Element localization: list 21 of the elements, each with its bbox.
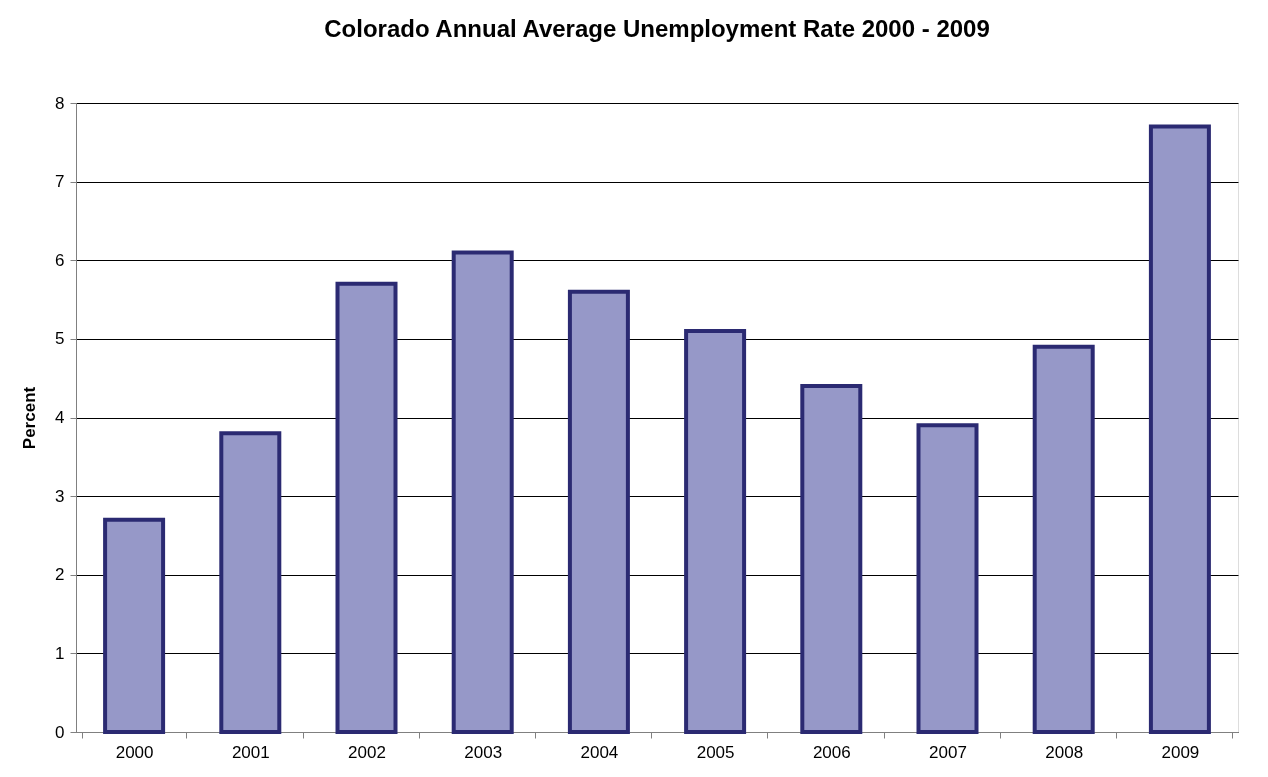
x-tick-label: 2000 xyxy=(115,742,154,762)
y-tick-label: 5 xyxy=(55,329,65,349)
x-tick-label: 2007 xyxy=(929,742,967,762)
x-tick-label: 2005 xyxy=(696,742,735,762)
y-tick-label: 4 xyxy=(55,408,65,427)
x-tick-label: 2006 xyxy=(812,742,851,762)
x-tick-label: 2009 xyxy=(1161,742,1200,762)
x-tick-label: 2008 xyxy=(1045,742,1084,762)
y-tick-label: 2 xyxy=(55,565,65,585)
y-tick-label: 0 xyxy=(55,722,65,742)
x-tick-label: 2003 xyxy=(464,742,503,762)
chart-title: Colorado Annual Average Unemployment Rate 2000 - 2009 xyxy=(324,15,990,42)
x-tick-label: 2001 xyxy=(231,742,270,762)
x-tick-label: 2004 xyxy=(580,742,619,762)
y-tick-label: 1 xyxy=(55,643,65,663)
y-tick-label: 7 xyxy=(55,172,65,192)
y-tick-label: 6 xyxy=(55,250,65,270)
y-axis-title: Percent xyxy=(20,386,40,450)
y-tick-label: 3 xyxy=(55,486,65,506)
x-tick-label: 2002 xyxy=(348,742,386,762)
y-tick-label: 8 xyxy=(55,93,65,113)
